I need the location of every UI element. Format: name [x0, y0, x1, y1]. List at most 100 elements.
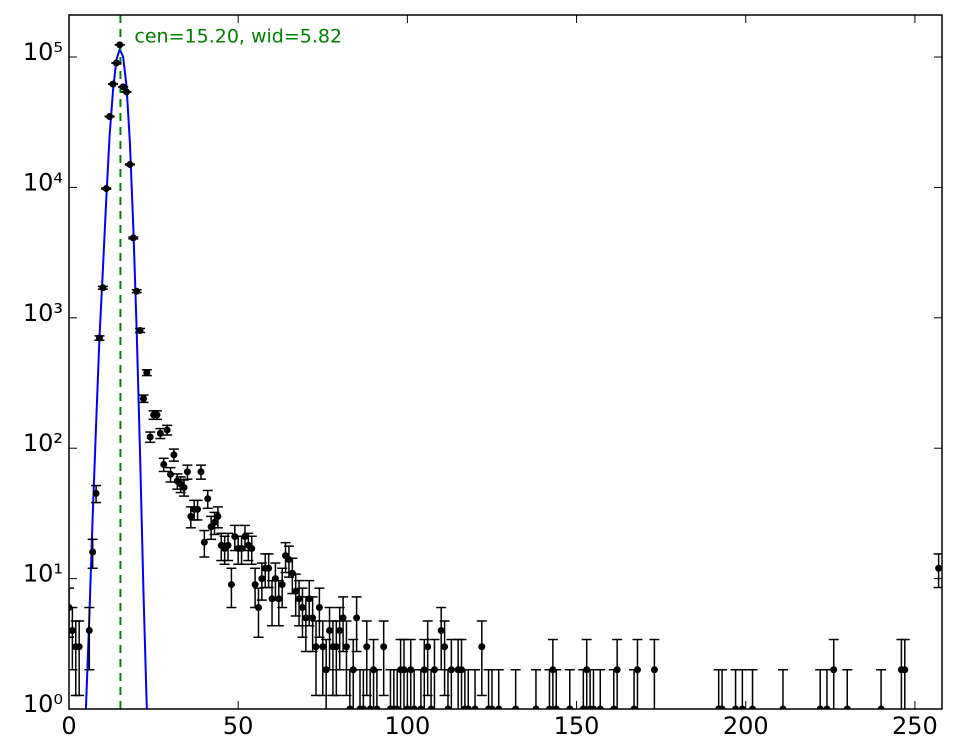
- data-point: [309, 614, 317, 622]
- data-point: [254, 604, 262, 612]
- data-point: [319, 643, 327, 651]
- data-point: [248, 545, 256, 553]
- data-point: [136, 326, 144, 334]
- y-tick-label: 10²: [23, 429, 63, 457]
- data-point: [441, 643, 449, 651]
- data-point: [258, 575, 266, 583]
- data-point: [214, 512, 222, 520]
- data-point: [427, 705, 435, 709]
- data-point: [298, 604, 306, 612]
- data-point: [116, 41, 124, 49]
- data-point: [156, 429, 164, 437]
- data-point: [346, 705, 354, 709]
- data-point: [430, 666, 438, 674]
- data-point: [143, 369, 151, 377]
- data-point: [447, 666, 455, 674]
- data-point: [251, 581, 259, 589]
- data-point: [843, 705, 851, 709]
- data-point: [464, 705, 472, 709]
- data-point: [133, 287, 141, 295]
- data-point: [153, 411, 161, 419]
- y-tick-label: 10³: [23, 299, 63, 327]
- data-point: [200, 538, 208, 546]
- data-point: [275, 595, 283, 603]
- data-point: [183, 468, 191, 476]
- data-point: [342, 643, 350, 651]
- data-point: [633, 666, 641, 674]
- data-point: [146, 433, 154, 441]
- data-point: [373, 705, 381, 709]
- data-point: [295, 595, 303, 603]
- x-tick-label: 50: [223, 712, 254, 740]
- data-point: [437, 626, 445, 634]
- data-point: [478, 643, 486, 651]
- data-point: [359, 705, 367, 709]
- data-point: [119, 83, 127, 91]
- data-point: [278, 581, 286, 589]
- data-point: [109, 80, 117, 88]
- data-point: [85, 626, 93, 634]
- data-point: [89, 548, 97, 556]
- data-point: [92, 489, 100, 497]
- x-tick-label: 200: [723, 712, 769, 740]
- fit-line: [84, 46, 148, 709]
- data-point: [170, 451, 178, 459]
- data-point: [579, 705, 587, 709]
- data-point: [532, 705, 540, 709]
- data-point: [566, 705, 574, 709]
- plot-frame: [68, 14, 943, 710]
- data-point: [126, 160, 134, 168]
- y-tick-label: 10⁵: [23, 38, 63, 66]
- data-point: [552, 705, 560, 709]
- data-point: [816, 705, 824, 709]
- data-point: [424, 643, 432, 651]
- data-point: [935, 564, 942, 572]
- data-point: [336, 626, 344, 634]
- data-point: [901, 666, 909, 674]
- data-point: [363, 643, 371, 651]
- data-point: [488, 705, 496, 709]
- data-point: [227, 581, 235, 589]
- data-point: [204, 495, 212, 503]
- data-point: [69, 626, 76, 634]
- data-point: [285, 556, 293, 564]
- data-point: [292, 587, 300, 595]
- data-point: [738, 705, 746, 709]
- data-point: [732, 705, 740, 709]
- data-point: [613, 666, 621, 674]
- data-point: [830, 666, 838, 674]
- data-point: [194, 505, 202, 513]
- y-tick-label: 10⁰: [23, 690, 63, 718]
- data-point: [823, 705, 831, 709]
- data-point: [877, 705, 885, 709]
- data-point: [224, 541, 232, 549]
- x-tick-label: 250: [892, 712, 938, 740]
- data-point: [180, 483, 188, 491]
- data-point: [749, 705, 757, 709]
- data-point: [106, 112, 114, 120]
- data-point: [332, 643, 340, 651]
- y-tick-label: 10¹: [23, 560, 63, 588]
- data-point: [326, 626, 334, 634]
- data-point: [444, 705, 452, 709]
- data-point: [268, 595, 276, 603]
- data-point: [315, 604, 323, 612]
- data-point: [312, 643, 320, 651]
- data-point: [102, 185, 110, 193]
- annotation: cen=15.20, wid=5.82: [134, 26, 342, 48]
- data-point: [163, 426, 171, 434]
- data-point: [779, 705, 787, 709]
- data-point: [630, 705, 638, 709]
- plot-area: [69, 15, 942, 709]
- x-tick-label: 0: [61, 712, 76, 740]
- data-point: [610, 705, 618, 709]
- data-point: [160, 460, 168, 468]
- data-point: [650, 666, 658, 674]
- x-tick-label: 150: [554, 712, 600, 740]
- data-point: [512, 705, 520, 709]
- data-point: [589, 705, 597, 709]
- data-point: [366, 705, 374, 709]
- data-point: [129, 234, 137, 242]
- data-point: [545, 705, 553, 709]
